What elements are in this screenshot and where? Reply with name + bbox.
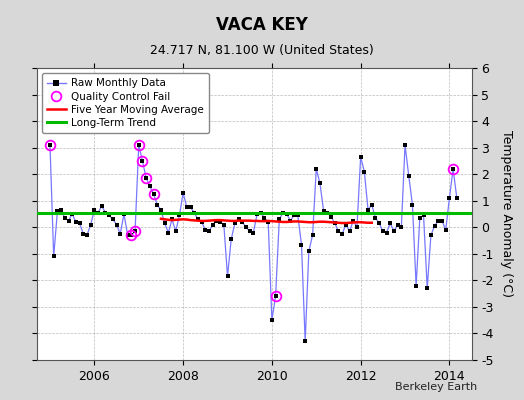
Text: VACA KEY: VACA KEY: [216, 16, 308, 34]
Text: Berkeley Earth: Berkeley Earth: [395, 382, 477, 392]
Y-axis label: Temperature Anomaly (°C): Temperature Anomaly (°C): [500, 130, 514, 298]
Text: 24.717 N, 81.100 W (United States): 24.717 N, 81.100 W (United States): [150, 44, 374, 57]
Legend: Raw Monthly Data, Quality Control Fail, Five Year Moving Average, Long-Term Tren: Raw Monthly Data, Quality Control Fail, …: [42, 73, 209, 133]
